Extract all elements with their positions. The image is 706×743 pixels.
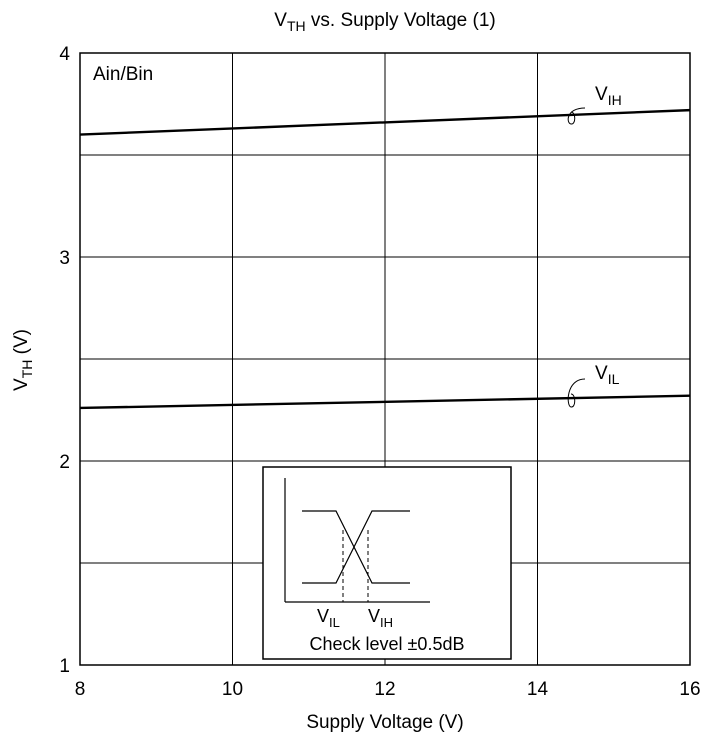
series-line-il — [79, 394, 691, 410]
series-line-ih — [79, 108, 691, 136]
x-tick-label: 16 — [679, 679, 700, 700]
inset-label-vil: VIL — [317, 606, 340, 630]
y-tick-label: 4 — [59, 44, 70, 65]
series-vih-name: V — [595, 84, 608, 105]
inset: VIL VIH Check level ±0.5dB — [262, 466, 512, 660]
plot-frame — [79, 52, 691, 666]
x-tick-label: 12 — [374, 679, 395, 700]
inset-vih-sub: IH — [380, 615, 393, 630]
x-tick-label: 14 — [527, 679, 549, 700]
inset-frame — [262, 466, 512, 660]
chart-title-main: V — [274, 10, 287, 31]
series-label-vil: VIL — [567, 363, 620, 408]
inset-vih-name: V — [368, 606, 380, 626]
chart-title-rest: vs. Supply Voltage (1) — [306, 10, 496, 31]
chart-title-sub: TH — [287, 18, 306, 34]
series-vil-name: V — [595, 363, 608, 384]
y-axis-label-rest: (V) — [11, 329, 32, 360]
y-tick-label: 1 — [59, 656, 70, 677]
y-axis-label-sub: TH — [19, 360, 35, 379]
series-vih-sub: IH — [608, 92, 622, 108]
y-axis-label-main: V — [11, 378, 32, 391]
y-axis-label: VTH (V) — [11, 329, 35, 391]
inset-vil-sub: IL — [329, 615, 340, 630]
inset-curve-rising — [302, 510, 410, 584]
chart-title: VTH vs. Supply Voltage (1) — [274, 10, 495, 34]
corner-label: Ain/Bin — [93, 64, 153, 85]
x-tick-label: 10 — [222, 679, 243, 700]
series-label-vih-leader — [567, 107, 586, 125]
inset-vil-name: V — [317, 606, 329, 626]
inset-label-vih: VIH — [368, 606, 393, 630]
x-axis-label: Supply Voltage (V) — [306, 712, 463, 733]
y-tick-label: 3 — [59, 248, 70, 269]
x-tick-label: 8 — [75, 679, 86, 700]
y-tick-label: 2 — [59, 452, 70, 473]
series-label-vil-leader — [567, 378, 586, 408]
series-label-vih-text: VIH — [595, 84, 622, 108]
series-vil-sub: IL — [608, 371, 620, 387]
series-lines — [79, 108, 691, 410]
series-label-vih: VIH — [567, 84, 622, 125]
inset-caption: Check level ±0.5dB — [310, 634, 465, 654]
series-label-vil-text: VIL — [595, 363, 620, 387]
